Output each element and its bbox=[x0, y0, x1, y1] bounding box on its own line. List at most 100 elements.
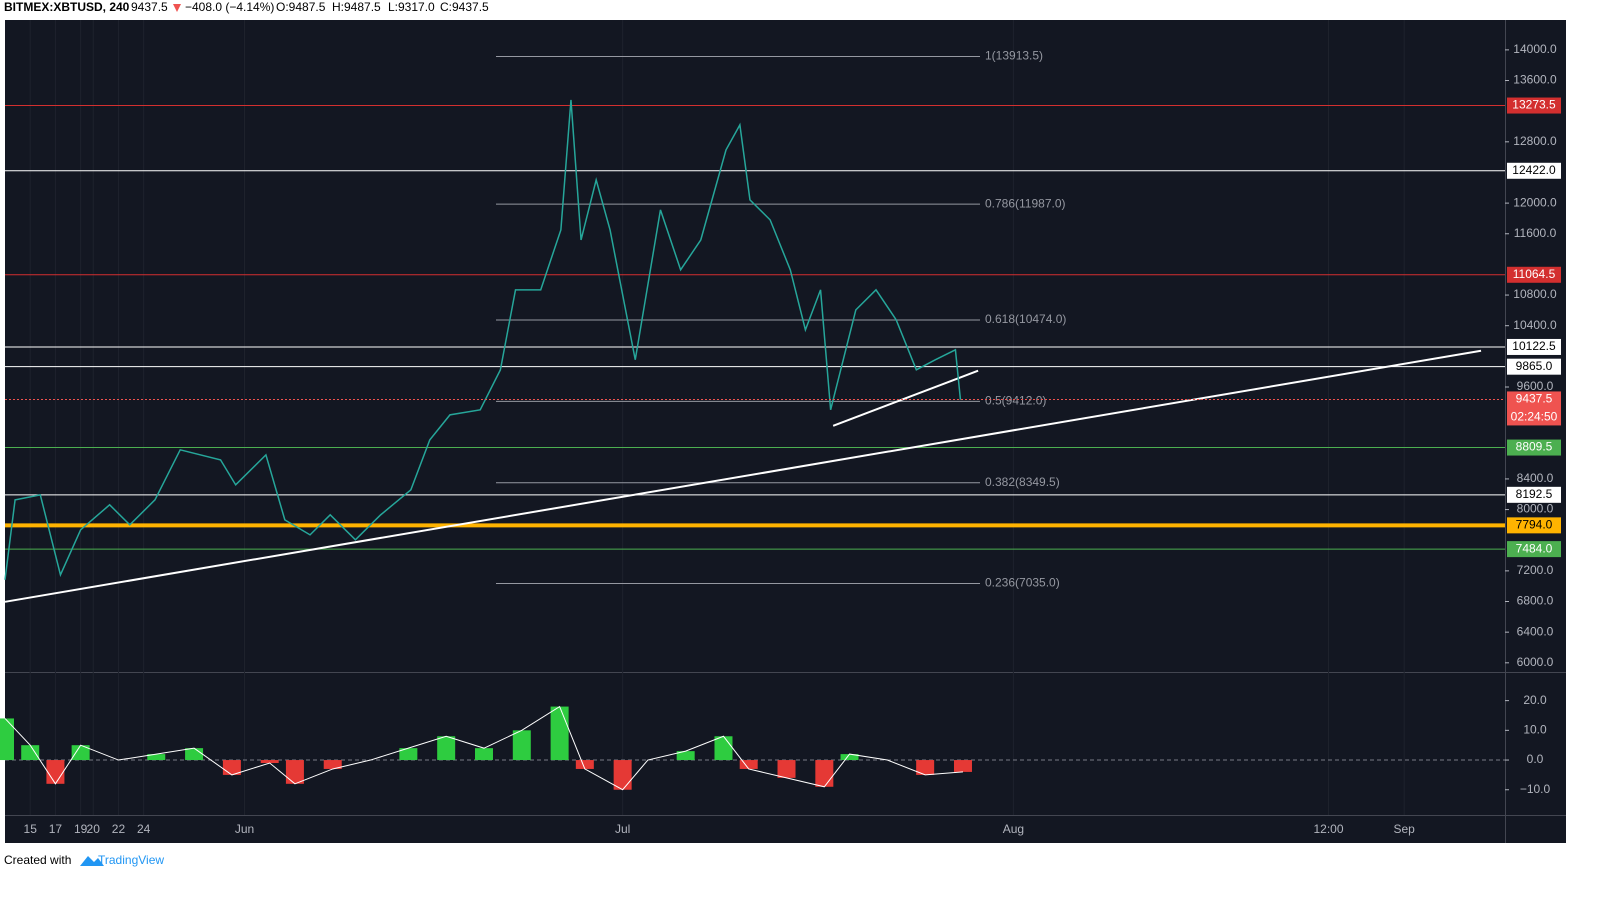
level-label-box bbox=[1507, 162, 1561, 179]
level-label: 8192.5 bbox=[1516, 487, 1553, 501]
fib-label: 0.618(10474.0) bbox=[985, 312, 1066, 326]
y-tick-label: 12000.0 bbox=[1513, 195, 1557, 209]
level-label: 10122.5 bbox=[1512, 339, 1556, 353]
header: BITMEX:XBTUSD, 240 9437.5 −408.0 (−4.14%… bbox=[4, 0, 489, 14]
trendline bbox=[4, 349, 1482, 603]
change: −408.0 (−4.14%) bbox=[185, 0, 274, 14]
level-label: 11064.5 bbox=[1513, 267, 1556, 281]
osc-bar bbox=[840, 754, 859, 761]
level-label: 12422.0 bbox=[1512, 163, 1556, 177]
level-label: 9865.0 bbox=[1516, 359, 1553, 373]
y-tick-label: 8000.0 bbox=[1517, 502, 1554, 516]
level-label-box bbox=[1507, 97, 1561, 114]
osc-bar bbox=[916, 760, 935, 775]
level-label-box bbox=[1507, 266, 1561, 283]
tradingview-brand[interactable]: TradingView bbox=[98, 853, 164, 867]
osc-bar bbox=[147, 754, 166, 761]
level-label: 13273.5 bbox=[1512, 98, 1556, 112]
level-label-box bbox=[1507, 439, 1561, 456]
fib-label: 0.236(7035.0) bbox=[985, 576, 1060, 590]
level-label-box bbox=[1507, 358, 1561, 375]
low: L:9317.0 bbox=[388, 0, 435, 14]
trendline bbox=[832, 369, 979, 427]
last-price: 9437.5 bbox=[131, 0, 168, 14]
fib-label: 0.382(8349.5) bbox=[985, 475, 1060, 489]
osc-bar bbox=[71, 745, 90, 761]
created-with: Created with bbox=[4, 853, 71, 867]
osc-bar bbox=[285, 760, 304, 784]
osc-bar bbox=[739, 760, 758, 769]
symbol: BITMEX:XBTUSD, 240 bbox=[4, 0, 130, 14]
current-price-label: 9437.5 bbox=[1516, 392, 1553, 406]
level-label-box bbox=[1507, 517, 1561, 534]
level-label: 7484.0 bbox=[1516, 541, 1553, 555]
y-tick-label: 14000.0 bbox=[1513, 42, 1557, 56]
y-tick-label: 10800.0 bbox=[1513, 287, 1557, 301]
y-tick-label: 9600.0 bbox=[1517, 379, 1554, 393]
osc-bar bbox=[714, 736, 733, 761]
osc-y-tick-label: 20.0 bbox=[1523, 693, 1547, 707]
close: C:9437.5 bbox=[440, 0, 489, 14]
osc-bar bbox=[399, 748, 418, 761]
osc-bar bbox=[777, 760, 796, 778]
tradingview-logo bbox=[80, 856, 104, 866]
osc-bar bbox=[323, 760, 342, 769]
high: H:9487.5 bbox=[332, 0, 381, 14]
y-tick-label: 10400.0 bbox=[1513, 318, 1557, 332]
open: O:9487.5 bbox=[276, 0, 326, 14]
fib-label: 0.786(11987.0) bbox=[985, 196, 1066, 210]
osc-bar bbox=[815, 760, 834, 787]
x-tick-label: Jul bbox=[615, 822, 630, 836]
down-arrow bbox=[173, 4, 181, 12]
fib-label: 0.5(9412.0) bbox=[985, 394, 1046, 408]
x-tick-label: 24 bbox=[137, 822, 151, 836]
x-tick-label: 12:00 bbox=[1314, 822, 1344, 836]
y-tick-label: 8400.0 bbox=[1517, 471, 1554, 485]
price-line bbox=[4, 99, 962, 580]
level-label: 8809.5 bbox=[1516, 440, 1553, 454]
osc-bar bbox=[613, 760, 632, 790]
y-tick-label: 6000.0 bbox=[1517, 655, 1554, 669]
osc-y-tick-label: 0.0 bbox=[1527, 752, 1544, 766]
header-bar bbox=[0, 0, 1622, 20]
y-tick-label: 6800.0 bbox=[1517, 594, 1554, 608]
level-label-box bbox=[1507, 541, 1561, 558]
chart-background bbox=[5, 20, 1566, 843]
countdown: 02:24:50 bbox=[1511, 410, 1558, 424]
x-tick-label: 15 bbox=[24, 822, 38, 836]
osc-bar bbox=[512, 730, 531, 761]
level-label: 7794.0 bbox=[1516, 518, 1553, 532]
y-tick-label: 6400.0 bbox=[1517, 624, 1554, 638]
osc-bar bbox=[0, 718, 14, 761]
osc-bar bbox=[474, 748, 493, 761]
x-tick-label: 20 bbox=[87, 822, 101, 836]
y-tick-label: 13600.0 bbox=[1513, 73, 1557, 87]
x-tick-label: Jun bbox=[235, 822, 254, 836]
osc-bar bbox=[676, 751, 695, 761]
osc-bar bbox=[21, 745, 40, 761]
osc-bar bbox=[575, 760, 594, 769]
osc-bar bbox=[185, 748, 204, 761]
y-tick-label: 11600.0 bbox=[1514, 226, 1557, 240]
x-tick-label: 19 bbox=[74, 822, 88, 836]
y-tick-label: 12800.0 bbox=[1513, 134, 1557, 148]
x-tick-label: 17 bbox=[49, 822, 63, 836]
level-label-box bbox=[1507, 338, 1561, 355]
osc-bar bbox=[550, 706, 569, 761]
osc-bar bbox=[260, 760, 279, 764]
osc-y-tick-label: 10.0 bbox=[1523, 723, 1547, 737]
osc-y-tick-label: −10.0 bbox=[1520, 782, 1551, 796]
fib-label: 1(13913.5) bbox=[985, 49, 1043, 63]
x-tick-label: Sep bbox=[1393, 822, 1415, 836]
level-label-box bbox=[1507, 486, 1561, 503]
osc-line bbox=[4, 705, 964, 791]
y-tick-label: 7200.0 bbox=[1517, 563, 1554, 577]
current-price-box bbox=[1507, 391, 1561, 426]
x-tick-label: Aug bbox=[1003, 822, 1024, 836]
osc-bar bbox=[953, 760, 972, 772]
osc-bar bbox=[46, 760, 65, 784]
x-tick-label: 22 bbox=[112, 822, 126, 836]
osc-bar bbox=[437, 736, 456, 761]
